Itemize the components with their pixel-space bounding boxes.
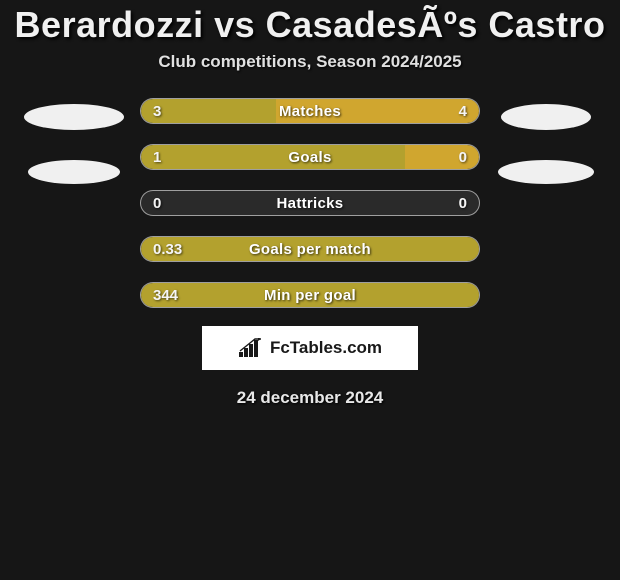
stat-bar: 1Goals0 (140, 144, 480, 170)
date-text: 24 december 2024 (237, 388, 384, 408)
right-player-photos (496, 98, 596, 184)
player-photo (28, 160, 120, 184)
stat-bar: 0Hattricks0 (140, 190, 480, 216)
stat-label: Hattricks (141, 191, 479, 215)
stat-label: Matches (141, 99, 479, 123)
logo-badge: FcTables.com (202, 326, 418, 370)
fctables-icon (238, 338, 264, 358)
stat-value-right: 0 (459, 191, 467, 215)
stat-bar: 344Min per goal (140, 282, 480, 308)
stat-label: Goals per match (141, 237, 479, 261)
page-title: Berardozzi vs CasadesÃºs Castro (15, 4, 606, 46)
stat-bars: 3Matches41Goals00Hattricks00.33Goals per… (140, 98, 480, 308)
stat-value-right: 0 (459, 145, 467, 169)
player-photo (24, 104, 124, 130)
stat-bar: 3Matches4 (140, 98, 480, 124)
columns: 3Matches41Goals00Hattricks00.33Goals per… (0, 98, 620, 308)
logo-text: FcTables.com (270, 338, 382, 358)
left-player-photos (24, 98, 124, 184)
stat-label: Min per goal (141, 283, 479, 307)
stat-value-right: 4 (459, 99, 467, 123)
player-photo (498, 160, 594, 184)
stat-label: Goals (141, 145, 479, 169)
comparison-card: Berardozzi vs CasadesÃºs Castro Club com… (0, 0, 620, 580)
subtitle: Club competitions, Season 2024/2025 (158, 52, 461, 72)
stat-bar: 0.33Goals per match (140, 236, 480, 262)
player-photo (501, 104, 591, 130)
